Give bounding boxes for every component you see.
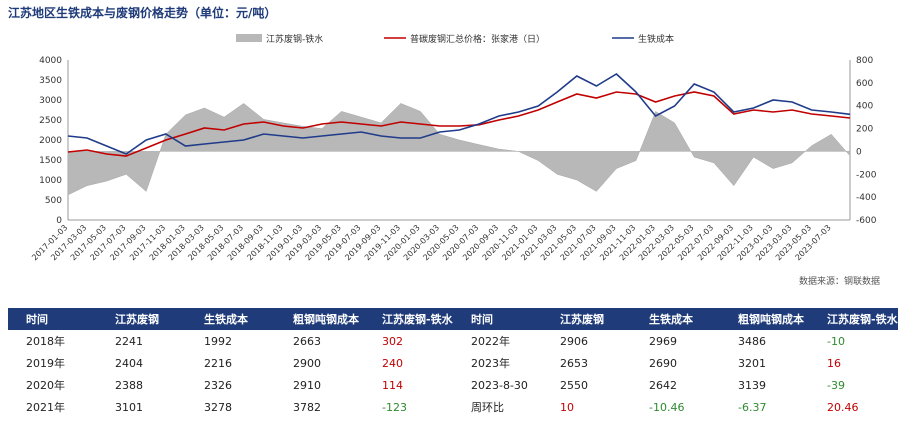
table-cell: 2018年 [26,335,65,348]
table-header-cell: 生铁成本 [631,308,720,330]
table-cell: 10 [560,400,574,414]
legend-label-iron: 生铁成本 [638,33,674,45]
y-right-tick-label: 600 [856,79,873,89]
table-cell: 周环比 [471,401,504,414]
y-left-tick-label: 2000 [39,136,62,146]
table-cell: 3139 [738,378,766,392]
y-left-tick-label: 0 [56,216,62,226]
legend-label-spread: 江苏废钢-铁水 [266,33,323,45]
table-cell: 2906 [560,334,588,348]
table-cell: 2690 [649,356,677,370]
table-header-cell: 江苏废钢-铁水 [809,308,898,330]
table-cell: 2388 [115,378,143,392]
y-left-tick-label: 1500 [39,156,62,166]
y-right-tick-label: 400 [856,102,873,112]
table-row: 2018年 2241 1992 2663 302 2022年 2906 2969 3486 -10 [8,330,898,352]
table-cell: -6.37 [738,400,767,414]
table-cell: -123 [382,400,407,414]
table-cell: 2663 [293,334,321,348]
table-header-cell: 江苏废钢-铁水 [364,308,453,330]
table-row: 2021年 3101 3278 3782 -123 周环比 10 -10.46 -6.37 20.… [8,396,898,418]
y-left-tick-label: 500 [45,196,62,206]
table-cell: 2969 [649,334,677,348]
table-cell: 2642 [649,378,677,392]
table-cell: 2021年 [26,401,65,414]
price-chart: 05001000150020002500300035004000-600-400… [30,33,877,262]
table-cell: 2404 [115,356,143,370]
table-cell: 2653 [560,356,588,370]
table-header-cell: 粗钢吨钢成本 [720,308,809,330]
table-header-cell: 粗钢吨钢成本 [275,308,364,330]
table-cell: 3486 [738,334,766,348]
y-right-tick-label: 200 [856,125,873,135]
table-cell: 3782 [293,400,321,414]
table-cell: 114 [382,378,403,392]
table-cell: 2900 [293,356,321,370]
table-cell: 1992 [204,334,232,348]
table-cell: -10 [827,334,845,348]
y-left-tick-label: 3500 [39,76,62,86]
table-cell: -10.46 [649,400,685,414]
table-cell: -39 [827,378,845,392]
summary-table: 时间 江苏废钢 生铁成本 粗钢吨钢成本 江苏废钢-铁水 时间 江苏废钢 生铁成本 粗钢吨钢成本江… [8,308,898,418]
series-pig-iron-cost-line [67,73,851,155]
table-header-cell: 江苏废钢 [542,308,631,330]
y-right-tick-label: -400 [856,193,877,203]
legend-swatch-spread [236,34,262,42]
table-cell: 2241 [115,334,143,348]
legend-label-scrap: 普碳废钢汇总价格：张家港（日） [410,33,545,45]
table-row: 2020年 2388 2326 2910 114 2023-8-30 2550 2642 313… [8,374,898,396]
y-right-tick-label: 800 [856,56,873,66]
table-cell: 2022年 [471,335,510,348]
table-header-cell: 江苏废钢 [97,308,186,330]
y-left-tick-label: 4000 [39,56,62,66]
table-cell: 3101 [115,400,143,414]
table-cell: 2326 [204,378,232,392]
page-title: 江苏地区生铁成本与废钢价格走势（单位：元/吨） [8,6,277,20]
table-header-row: 时间 江苏废钢 生铁成本 粗钢吨钢成本 江苏废钢-铁水 时间 江苏废钢 生铁成本 粗钢吨钢成本江… [8,308,898,330]
y-left-tick-label: 3000 [39,96,62,106]
table-cell: 3201 [738,356,766,370]
table-cell: 2019年 [26,357,65,370]
table-cell: 240 [382,356,403,370]
y-left-tick-label: 2500 [39,116,62,126]
table-cell: 2550 [560,378,588,392]
table-cell: 3278 [204,400,232,414]
table-cell: 302 [382,334,403,348]
table-row: 2019年 2404 2216 2900 240 2023年 2653 2690 3201 16 [8,352,898,374]
table-cell: 2216 [204,356,232,370]
table-header-cell: 时间 [453,308,542,330]
y-right-tick-label: -600 [856,216,877,226]
data-source: 数据来源：钢联数据 [798,277,880,287]
table-cell: 2023年 [471,357,510,370]
y-left-tick-label: 1000 [39,176,62,186]
table-cell: 16 [827,356,841,370]
table-cell: 2020年 [26,379,65,392]
table-header-cell: 时间 [8,308,97,330]
table-cell: 20.46 [827,400,859,414]
table-body: 2018年 2241 1992 2663 302 2022年 2906 2969 3486 -10… [8,330,898,418]
table-header-cell: 生铁成本 [186,308,275,330]
table-cell: 2023-8-30 [471,378,528,392]
series-scrap-price-line [67,91,851,157]
y-right-tick-label: -200 [856,170,877,180]
y-right-tick-label: 0 [856,147,862,157]
series-scrap-iron-spread [67,103,851,196]
table-cell: 2910 [293,378,321,392]
